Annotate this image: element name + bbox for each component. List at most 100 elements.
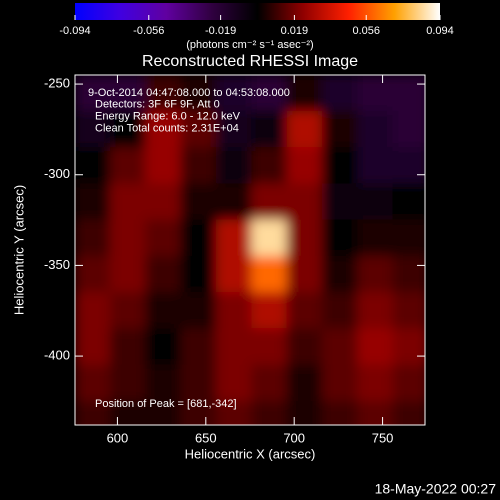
heatmap-cell: [215, 183, 253, 221]
heatmap-cell: [75, 147, 111, 185]
heatmap-cell: [392, 328, 425, 366]
x-tick-label: 700: [283, 430, 305, 445]
heatmap-cell: [286, 75, 323, 112]
heatmap-cell: [286, 364, 323, 402]
heatmap-cell: [286, 183, 323, 221]
plot-clip-group: [75, 75, 425, 425]
heatmap-cell: [321, 400, 359, 425]
heatmap-cell: [180, 75, 217, 112]
heatmap-cell: [109, 364, 147, 402]
heatmap-cell: [145, 364, 182, 402]
heatmap-cell: [321, 364, 359, 402]
heatmap: [75, 75, 425, 425]
heatmap-cell: [109, 183, 147, 221]
heatmap-cell: [109, 110, 147, 149]
heatmap-cell: [215, 400, 253, 425]
colorbar-tick-label: 0.019: [281, 25, 309, 37]
heatmap-cell: [251, 75, 288, 112]
heatmap-cell: [180, 400, 217, 425]
colorbar-tick-label: -0.094: [59, 25, 90, 37]
heatmap-cell: [180, 219, 217, 257]
heatmap-cell: [75, 183, 111, 221]
heatmap-cell: [357, 110, 394, 149]
heatmap-cell: [109, 147, 147, 185]
heatmap-cell: [357, 292, 394, 330]
annotations: 9-Oct-2014 04:47:08.000 to 04:53:08.000D…: [88, 87, 290, 134]
colorbar-tick-label: -0.019: [205, 25, 236, 37]
y-tick-label: -250: [44, 76, 70, 91]
heatmap-cell: [75, 292, 111, 330]
heatmap-cell: [321, 328, 359, 366]
heatmap-cell: [215, 110, 253, 149]
heatmap-cell: [145, 183, 182, 221]
heatmap-cell: [392, 400, 425, 425]
heatmap-cell: [180, 328, 217, 366]
heatmap-cell: [251, 255, 288, 294]
heatmap-cell: [145, 75, 182, 112]
heatmap-cell: [145, 292, 182, 330]
heatmap-cell: [109, 292, 147, 330]
y-tick-label: -350: [44, 257, 70, 272]
heatmap-cell: [321, 147, 359, 185]
heatmap-cell: [286, 292, 323, 330]
annotation: Detectors: 3F 6F 9F, Att 0: [95, 99, 220, 111]
heatmap-cell: [321, 255, 359, 294]
heatmap-cell: [145, 255, 182, 294]
x-tick-label: 650: [195, 430, 217, 445]
heatmap-cell: [286, 328, 323, 366]
y-tick-label: -300: [44, 166, 70, 181]
heatmap-cell: [215, 219, 253, 257]
heatmap-cell: [251, 183, 288, 221]
heatmap-cell: [357, 364, 394, 402]
heatmap-cell: [75, 400, 111, 425]
heatmap-cell: [109, 219, 147, 257]
heatmap-cell: [145, 328, 182, 366]
colorbar-label: (photons cm⁻² s⁻¹ asec⁻²): [186, 39, 313, 51]
heatmap-cell: [215, 364, 253, 402]
heatmap-cell: [392, 183, 425, 221]
heatmap-cell: [75, 219, 111, 257]
heatmap-cell: [215, 292, 253, 330]
heatmap-cell: [75, 328, 111, 366]
heatmap-cell: [392, 110, 425, 149]
heatmap-cell: [357, 147, 394, 185]
heatmap-cell: [251, 364, 288, 402]
annotation: Energy Range: 6.0 - 12.0 keV: [95, 111, 241, 123]
heatmap-cell: [357, 400, 394, 425]
x-tick-label: 750: [372, 430, 394, 445]
heatmap-cell: [180, 110, 217, 149]
heatmap-cell: [180, 292, 217, 330]
heatmap-cell: [392, 292, 425, 330]
timestamp: 18-May-2022 00:27: [375, 481, 497, 497]
heatmap-cell: [251, 147, 288, 185]
heatmap-cell: [286, 147, 323, 185]
heatmap-cell: [321, 183, 359, 221]
x-axis-label: Heliocentric X (arcsec): [185, 446, 316, 461]
heatmap-cell: [75, 75, 111, 112]
heatmap-cell: [251, 219, 288, 257]
heatmap-cell: [75, 364, 111, 402]
heatmap-cell: [180, 364, 217, 402]
peak-label: Position of Peak = [681,-342]: [95, 398, 237, 410]
colorbar: [75, 3, 440, 20]
y-tick-label: -400: [44, 348, 70, 363]
heatmap-cell: [286, 110, 323, 149]
chart-title: Reconstructed RHESSI Image: [142, 53, 358, 70]
heatmap-cell: [109, 255, 147, 294]
heatmap-cell: [321, 75, 359, 112]
heatmap-cell: [215, 147, 253, 185]
heatmap-cell: [357, 183, 394, 221]
heatmap-cell: [357, 75, 394, 112]
colorbar-tick-label: 0.094: [426, 25, 454, 37]
colorbar-tick-label: -0.056: [133, 25, 164, 37]
heatmap-cell: [357, 255, 394, 294]
x-tick-label: 600: [107, 430, 129, 445]
heatmap-cell: [286, 255, 323, 294]
heatmap-cell: [392, 75, 425, 112]
heatmap-cell: [251, 400, 288, 425]
heatmap-cell: [357, 219, 394, 257]
plot-frame: [74, 74, 426, 426]
heatmap-cell: [286, 219, 323, 257]
heatmap-cell: [145, 147, 182, 185]
